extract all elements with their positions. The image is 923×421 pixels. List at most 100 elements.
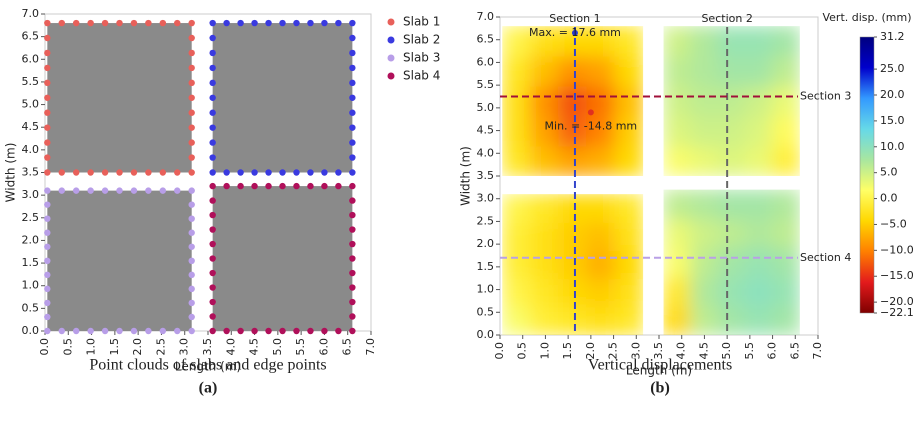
heat-cell [744,115,774,147]
heat-cell [744,305,774,335]
edge-point [116,169,123,176]
heat-cell [744,218,774,249]
edge-point [87,187,94,194]
edge-point [130,187,138,194]
x-tick-label: 6.0 [766,342,779,360]
edge-point [73,19,80,27]
edge-point [116,327,123,335]
y-axis-label: Width (m) [4,143,18,203]
heat-cell [614,55,644,87]
heat-cell [586,306,616,335]
edge-point [209,327,216,335]
y-tick-label: 1.5 [477,260,495,273]
x-tick-label: 0.5 [516,342,529,360]
edge-point [349,49,356,57]
panel-label: (b) [650,380,670,397]
heat-cell [614,85,644,117]
edge-point [44,285,51,293]
heat-cell [502,115,531,147]
edge-point [209,182,216,190]
edge-point [145,327,152,335]
heat-cell [663,26,692,57]
edge-point [44,19,51,27]
colorbar-tick-label: 31.2 [880,30,905,43]
edge-point [130,19,138,27]
edge-point [265,182,272,190]
edge-point [349,298,356,306]
x-tick-label: 4.5 [248,338,261,356]
edge-point [349,327,356,335]
edge-point [130,169,138,176]
edge-point [209,240,216,248]
edge-point [209,139,216,146]
heat-cell [586,145,616,177]
legend-swatch [387,36,395,44]
y-tick-label: 1.5 [22,256,40,269]
edge-point [44,124,51,131]
heat-cell [502,278,531,308]
edge-point [209,313,216,320]
y-tick-label: 7.0 [22,7,40,20]
y-tick-label: 4.0 [22,143,40,156]
legend-swatch [387,54,395,62]
edge-point [58,187,65,194]
x-tick-label: 6.5 [341,338,354,356]
section-label: Section 1 [549,12,600,25]
heat-cell [744,189,774,220]
slab [502,26,644,177]
y-tick-label: 5.5 [477,78,495,91]
heat-cell [614,221,644,252]
edge-point [209,284,216,291]
edge-point [251,19,258,27]
edge-point [251,182,258,190]
edge-point [44,49,51,57]
heat-cell [663,305,692,335]
heat-cell [558,145,588,177]
edge-point [237,327,244,335]
edge-point [101,19,109,27]
edge-point [307,169,314,176]
heat-cell [502,55,531,87]
x-tick-label: 7.0 [811,342,824,360]
heat-cell [558,85,588,117]
edge-point [188,94,195,101]
x-tick-label: 2.5 [154,338,167,356]
edge-point [44,154,51,161]
x-tick-label: 6.0 [317,338,330,356]
edge-point [87,19,94,27]
edge-point [188,154,195,161]
edge-point [209,124,216,131]
x-tick-label: 7.0 [364,338,377,356]
y-tick-label: 3.0 [22,188,40,201]
annotation-point [587,109,594,116]
heat-cell [744,26,774,57]
legend-label: Slab 3 [403,51,440,65]
x-tick-label: 1.0 [538,342,551,360]
heat-cell [717,189,746,220]
y-tick-label: 1.0 [22,279,40,292]
edge-point [188,49,195,57]
heat-cell [502,85,531,117]
edge-point [145,169,152,176]
heat-cell [690,276,719,307]
edge-point [265,327,272,335]
edge-point [349,240,356,248]
edge-point [87,169,94,176]
edge-point [335,19,342,27]
edge-point [279,19,286,27]
edge-point [188,229,195,236]
colorbar-tick-label: −5.0 [880,217,907,230]
heat-cell [690,247,719,278]
section-label: Section 3 [800,90,851,103]
heat-cell [717,305,746,335]
edge-point [349,255,356,262]
heat-cell [690,55,719,87]
edge-point [279,169,286,176]
heat-cell [772,218,800,249]
edge-point [188,19,195,27]
edge-point [349,211,356,219]
legend-label: Slab 2 [403,33,440,47]
edge-point [188,215,195,222]
edge-point [44,313,51,321]
